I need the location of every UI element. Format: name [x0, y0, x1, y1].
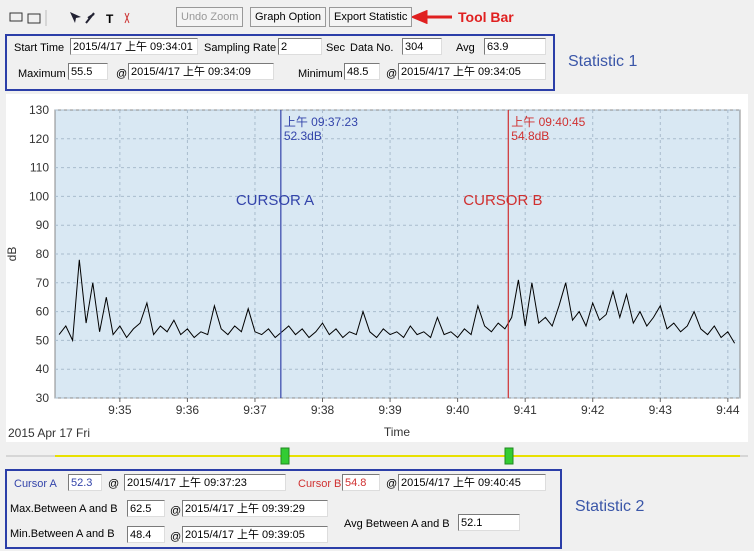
icon: T	[106, 12, 114, 26]
x-tick-label: 9:36	[176, 403, 200, 417]
field[interactable]: 2015/4/17 上午 09:39:29	[182, 500, 328, 517]
arrow-shape	[412, 10, 452, 24]
y-tick-label: 70	[36, 276, 50, 290]
field[interactable]: 2015/4/17 上午 09:34:09	[128, 63, 274, 80]
statistic1-title: Statistic 1	[568, 53, 638, 70]
y-tick-label: 90	[36, 218, 50, 232]
statistic1-box	[5, 34, 555, 91]
y-tick-label: 40	[36, 362, 50, 376]
toolbar-icons[interactable]: T	[8, 10, 148, 26]
cursor-time: 上午 09:37:23	[284, 115, 358, 129]
icon	[27, 13, 41, 24]
field[interactable]: 48.4	[127, 526, 165, 543]
chart: 2015 Apr 17 Fri Time dB 30 40 50 60 70 80 90 10…	[5, 94, 748, 442]
label: Avg Between A and B	[344, 518, 450, 530]
label: Avg	[456, 42, 475, 54]
slider-thumb[interactable]	[280, 447, 290, 465]
data-line	[58, 259, 736, 344]
field[interactable]: 48.5	[344, 63, 380, 80]
label: Max.Between A and B	[10, 503, 118, 515]
label: Minimum	[298, 68, 343, 80]
time-slider[interactable]	[0, 444, 754, 468]
label: Sec	[326, 42, 345, 54]
label: @	[386, 478, 398, 490]
y-tick-label: 80	[36, 247, 50, 261]
y-tick-label: 120	[29, 132, 49, 146]
x-tick-label: 9:39	[378, 403, 402, 417]
icon	[9, 12, 23, 22]
export-statistic-button[interactable]: Export Statistic	[329, 7, 413, 27]
field[interactable]: 2015/4/17 上午 09:40:45	[398, 474, 546, 491]
x-tick-label: 9:35	[108, 403, 132, 417]
icon	[124, 12, 130, 24]
date-label: 2015 Apr 17 Fri	[8, 426, 90, 440]
label: @	[170, 531, 182, 543]
field[interactable]: 2015/4/17 上午 09:39:05	[182, 526, 328, 543]
y-tick-label: 100	[29, 189, 49, 203]
label: Min.Between A and B	[10, 528, 115, 540]
cursor-label: CURSOR A	[236, 192, 314, 209]
field[interactable]: 304	[402, 38, 442, 55]
x-axis-label: Time	[384, 425, 411, 439]
x-tick-label: 9:40	[446, 403, 470, 417]
field[interactable]: 2015/4/17 上午 09:34:05	[398, 63, 546, 80]
cursor-level: 52.3dB	[284, 129, 322, 143]
field[interactable]: 52.1	[458, 514, 520, 531]
field[interactable]: 2	[278, 38, 322, 55]
graph-option-button[interactable]: Graph Option	[250, 7, 327, 27]
field[interactable]: 54.8	[342, 474, 380, 491]
icon	[70, 12, 81, 23]
undo-zoom-button[interactable]: Undo Zoom	[176, 7, 244, 27]
x-tick-label: 9:43	[649, 403, 673, 417]
field[interactable]: 2015/4/17 上午 09:34:01	[70, 38, 198, 55]
label: @	[108, 478, 120, 490]
y-tick-label: 30	[36, 391, 50, 405]
x-tick-label: 9:41	[513, 403, 537, 417]
x-tick-label: 9:44	[716, 403, 740, 417]
y-tick-label: 50	[36, 333, 50, 347]
label: Start Time	[14, 42, 65, 54]
arrow	[412, 10, 452, 24]
x-tick-label: 9:42	[581, 403, 605, 417]
field[interactable]: 2015/4/17 上午 09:37:23	[124, 474, 286, 491]
y-axis-label: dB	[5, 247, 19, 262]
cursor-level: 54.8dB	[511, 129, 549, 143]
icon	[85, 12, 95, 24]
field[interactable]: 55.5	[68, 63, 108, 80]
label: @	[170, 505, 182, 517]
label: @	[116, 68, 128, 80]
y-tick-label: 60	[36, 305, 50, 319]
field[interactable]: 62.5	[127, 500, 165, 517]
label: Sampling Rate	[204, 42, 277, 54]
toolbar-annotation: Tool Bar	[458, 9, 514, 25]
field[interactable]: 52.3	[68, 474, 102, 491]
label: @	[386, 68, 398, 80]
label: Data No.	[350, 42, 394, 54]
icons: T	[9, 10, 130, 26]
cursor-time: 上午 09:40:45	[511, 115, 585, 129]
cursor-label: CURSOR B	[463, 192, 542, 209]
x-tick-label: 9:38	[311, 403, 335, 417]
label: Cursor B	[298, 478, 342, 490]
label: Maximum	[18, 68, 66, 80]
y-tick-label: 130	[29, 103, 49, 117]
y-tick-label: 110	[30, 161, 49, 175]
field[interactable]: 63.9	[484, 38, 546, 55]
x-tick-label: 9:37	[243, 403, 267, 417]
statistic2-title: Statistic 2	[575, 498, 645, 515]
slider-thumb[interactable]	[504, 447, 514, 465]
statistic2-box	[5, 469, 562, 549]
label: Cursor A	[14, 478, 57, 490]
